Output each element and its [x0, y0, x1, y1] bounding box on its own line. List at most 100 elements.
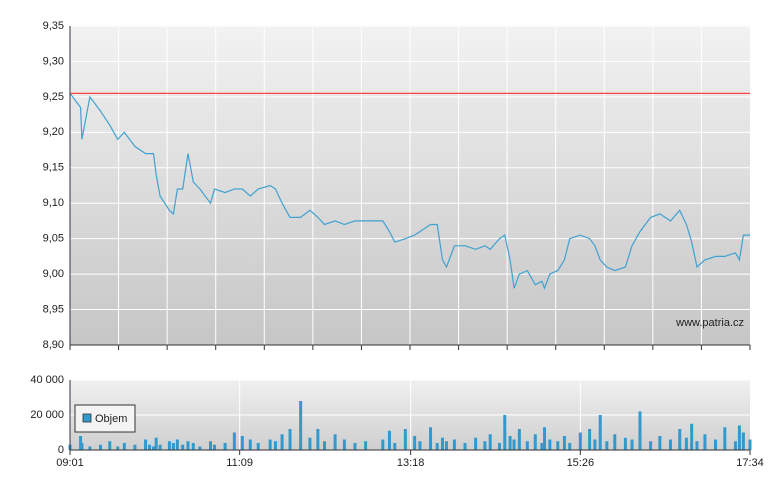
volume-bar — [248, 439, 252, 450]
volume-bar — [714, 439, 718, 450]
volume-bar — [623, 437, 627, 450]
volume-bar — [517, 429, 521, 450]
x-tick-label: 15:26 — [567, 457, 595, 469]
volume-bar — [678, 429, 682, 450]
volume-bar — [144, 439, 148, 450]
volume-bar — [133, 444, 137, 450]
y-tick-label: 20 000 — [30, 409, 64, 421]
x-tick-label: 13:18 — [397, 457, 425, 469]
volume-bar — [393, 443, 397, 450]
y-tick-label: 0 — [58, 444, 64, 456]
volume-bar — [605, 441, 609, 450]
volume-bar — [167, 441, 171, 450]
x-tick-label: 11:09 — [226, 457, 253, 469]
volume-bar — [108, 441, 112, 450]
volume-bar — [440, 437, 444, 450]
volume-bar — [474, 437, 478, 450]
volume-bar — [488, 434, 492, 450]
volume-bar — [152, 446, 156, 450]
volume-bar — [588, 429, 592, 450]
volume-bar — [342, 439, 346, 450]
volume-bar — [191, 443, 195, 450]
volume-bar — [690, 423, 694, 450]
y-tick-label: 9,10 — [43, 197, 64, 209]
price-line — [69, 92, 750, 291]
volume-bar — [80, 443, 84, 450]
volume-bar — [273, 441, 277, 450]
y-tick-label: 8,95 — [43, 303, 64, 315]
volume-bar — [733, 441, 737, 450]
y-tick-label: 8,90 — [43, 339, 64, 351]
x-tick-label: 17:34 — [736, 457, 764, 469]
y-tick-label: 40 000 — [30, 374, 64, 386]
volume-bar — [613, 434, 617, 450]
volume-bar — [452, 439, 456, 450]
volume-bar — [418, 441, 422, 450]
volume-bar — [122, 443, 126, 450]
volume-bar — [463, 443, 467, 450]
volume-bar — [268, 439, 272, 450]
volume-bar — [175, 439, 179, 450]
volume-bar — [333, 434, 337, 450]
volume-bar — [288, 429, 292, 450]
y-tick-label: 9,15 — [43, 162, 64, 174]
volume-bar — [444, 441, 448, 450]
volume-bar — [695, 441, 699, 450]
volume-bar — [186, 441, 190, 450]
watermark: www.patria.cz — [675, 317, 744, 329]
y-tick-label: 9,25 — [43, 91, 64, 103]
volume-bar — [503, 415, 507, 450]
volume-bar — [668, 439, 672, 450]
volume-bar — [280, 434, 284, 450]
volume-bar — [256, 443, 260, 450]
volume-bar — [741, 432, 745, 450]
volume-bar — [556, 441, 560, 450]
volume-bar — [703, 434, 707, 450]
volume-bar — [684, 437, 688, 450]
volume-bar — [568, 443, 572, 450]
volume-bar — [364, 441, 368, 450]
x-tick-label: 09:01 — [56, 457, 84, 469]
volume-bar — [723, 427, 727, 450]
y-tick-label: 9,00 — [43, 268, 64, 280]
volume-bar — [435, 443, 439, 450]
volume-bar — [429, 427, 433, 450]
volume-bar — [598, 415, 602, 450]
volume-bar — [533, 434, 537, 450]
y-tick-label: 9,35 — [43, 20, 64, 32]
y-tick-label: 9,05 — [43, 233, 64, 245]
volume-bar — [171, 443, 175, 450]
legend-swatch — [82, 413, 92, 423]
volume-bar — [299, 401, 303, 450]
volume-bar — [116, 446, 120, 450]
volume-bar — [209, 441, 213, 450]
volume-bar — [232, 432, 236, 450]
volume-bar — [578, 432, 582, 450]
y-tick-label: 9,20 — [43, 126, 64, 138]
volume-bar — [181, 444, 185, 450]
legend-label: Objem — [95, 413, 127, 425]
volume-bar — [562, 436, 566, 450]
volume-bar — [158, 444, 162, 450]
volume-bar — [413, 436, 417, 450]
volume-bar — [387, 430, 391, 450]
volume-bar — [548, 439, 552, 450]
volume-bar — [748, 439, 752, 450]
volume-bar — [381, 439, 385, 450]
volume-bar — [737, 425, 741, 450]
volume-bar — [638, 411, 642, 450]
volume-bar — [630, 439, 634, 450]
volume-bar — [154, 437, 158, 450]
volume-bar — [353, 443, 357, 450]
volume-bar — [308, 437, 312, 450]
volume-bar — [403, 429, 407, 450]
volume-bar — [323, 441, 327, 450]
volume-bar — [148, 444, 152, 450]
volume-bar — [593, 439, 597, 450]
volume-bar — [512, 439, 516, 450]
volume-bar — [223, 443, 227, 450]
volume-bar — [540, 443, 544, 450]
volume-bar — [98, 444, 102, 450]
volume-bar — [88, 446, 92, 450]
